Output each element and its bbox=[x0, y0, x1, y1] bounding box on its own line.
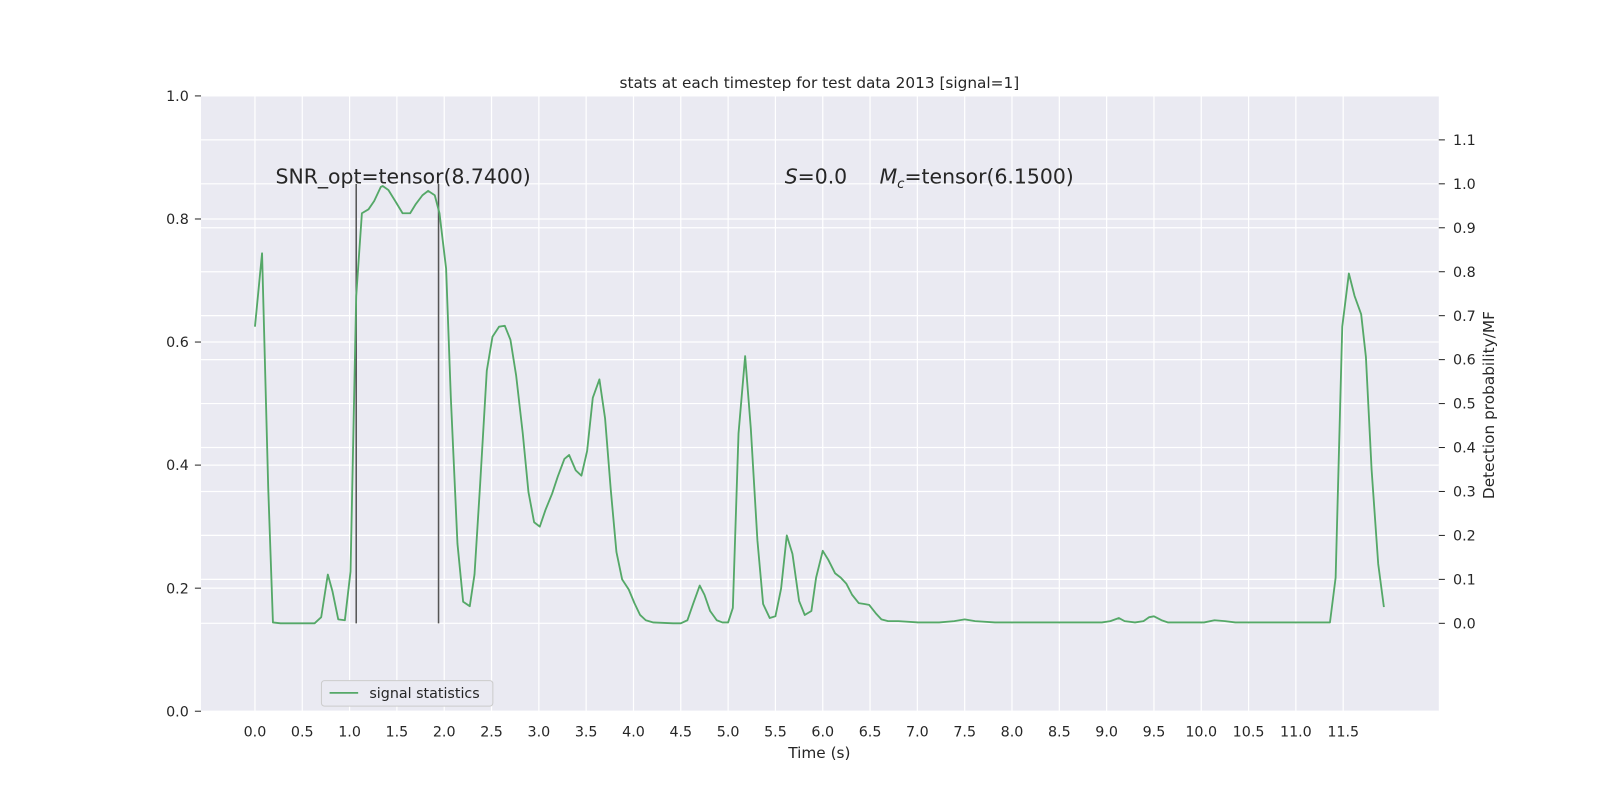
y2-tick-label: 0.9 bbox=[1453, 221, 1476, 237]
y2-tick-label: 0.3 bbox=[1453, 485, 1476, 501]
x-tick-label: 5.0 bbox=[717, 725, 740, 741]
x-tick-label: 0.5 bbox=[291, 725, 314, 741]
y-tick-label: 0.6 bbox=[166, 335, 189, 351]
series-line bbox=[254, 185, 1385, 625]
y2-tick-label: 0.2 bbox=[1453, 529, 1476, 545]
x-tick-label: 4.0 bbox=[622, 725, 645, 741]
x-tick-label: 11.5 bbox=[1327, 725, 1359, 741]
y2-tick-label: 1.0 bbox=[1453, 177, 1476, 193]
y2-tick-label: 0.4 bbox=[1453, 441, 1476, 457]
y2-tick-label: 0.6 bbox=[1453, 353, 1476, 369]
legend-label: signal statistics bbox=[369, 686, 479, 702]
y2-tick-label: 0.8 bbox=[1453, 265, 1476, 281]
annotation: SNR_opt=tensor(8.7400) bbox=[276, 165, 531, 190]
x-tick-label: 9.0 bbox=[1095, 725, 1118, 741]
annotation: S=0.0 bbox=[785, 165, 847, 189]
x-tick-label: 5.5 bbox=[764, 725, 787, 741]
x-tick-label: 6.0 bbox=[811, 725, 834, 741]
annotation: Mc=tensor(6.1500) bbox=[880, 165, 1074, 192]
x-tick-label: 10.5 bbox=[1233, 725, 1265, 741]
x-axis-label: Time (s) bbox=[787, 744, 850, 762]
x-tick-label: 8.5 bbox=[1048, 725, 1071, 741]
x-tick-label: 3.5 bbox=[575, 725, 598, 741]
y2-tick-label: 0.0 bbox=[1453, 616, 1476, 632]
x-tick-label: 6.5 bbox=[859, 725, 882, 741]
y-tick-label: 0.4 bbox=[166, 458, 189, 474]
y2-tick-label: 0.5 bbox=[1453, 397, 1476, 413]
x-tick-label: 2.5 bbox=[480, 725, 503, 741]
legend-box bbox=[320, 680, 494, 707]
annotation-text: =0.0 bbox=[798, 165, 848, 189]
y2-tick-label: 1.1 bbox=[1453, 133, 1476, 149]
y2-axis-label: Detection probability/MF bbox=[1480, 311, 1498, 499]
chart-title: stats at each timestep for test data 201… bbox=[620, 74, 1020, 92]
x-tick-label: 4.5 bbox=[669, 725, 692, 741]
x-tick-label: 1.0 bbox=[338, 725, 361, 741]
annotation-text: =tensor(6.1500) bbox=[904, 165, 1073, 189]
y-tick-label: 0.2 bbox=[166, 581, 189, 597]
x-tick-label: 9.5 bbox=[1143, 725, 1166, 741]
annotation-symbol: M bbox=[880, 165, 898, 189]
x-tick-label: 11.0 bbox=[1280, 725, 1312, 741]
y-tick-label: 0.0 bbox=[166, 704, 189, 720]
x-tick-label: 1.5 bbox=[386, 725, 409, 741]
x-tick-label: 2.0 bbox=[433, 725, 456, 741]
y2-tick-label: 0.1 bbox=[1453, 572, 1476, 588]
y-tick-label: 1.0 bbox=[166, 89, 189, 105]
y2-tick-label: 0.7 bbox=[1453, 309, 1476, 325]
annotation-sub: c bbox=[897, 177, 905, 192]
x-tick-label: 8.0 bbox=[1001, 725, 1024, 741]
y-tick-label: 0.8 bbox=[166, 212, 189, 228]
x-tick-label: 3.0 bbox=[528, 725, 551, 741]
x-tick-label: 7.5 bbox=[953, 725, 976, 741]
x-tick-label: 10.0 bbox=[1185, 725, 1217, 741]
x-tick-label: 0.0 bbox=[244, 725, 267, 741]
annotation-symbol: S bbox=[785, 165, 798, 189]
x-tick-label: 7.0 bbox=[906, 725, 929, 741]
